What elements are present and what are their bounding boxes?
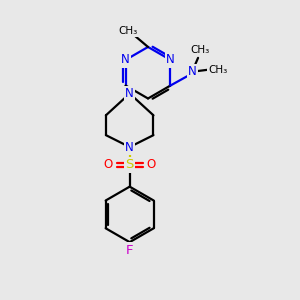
- Text: O: O: [147, 158, 156, 171]
- Text: CH₃: CH₃: [190, 45, 210, 55]
- Text: CH₃: CH₃: [118, 26, 138, 36]
- Text: N: N: [188, 65, 197, 78]
- Text: N: N: [166, 53, 175, 66]
- Text: N: N: [125, 87, 134, 100]
- Text: N: N: [121, 53, 130, 66]
- Text: S: S: [125, 158, 134, 171]
- Text: CH₃: CH₃: [208, 65, 227, 75]
- Text: N: N: [125, 140, 134, 154]
- Text: F: F: [126, 244, 134, 256]
- Text: O: O: [103, 158, 112, 171]
